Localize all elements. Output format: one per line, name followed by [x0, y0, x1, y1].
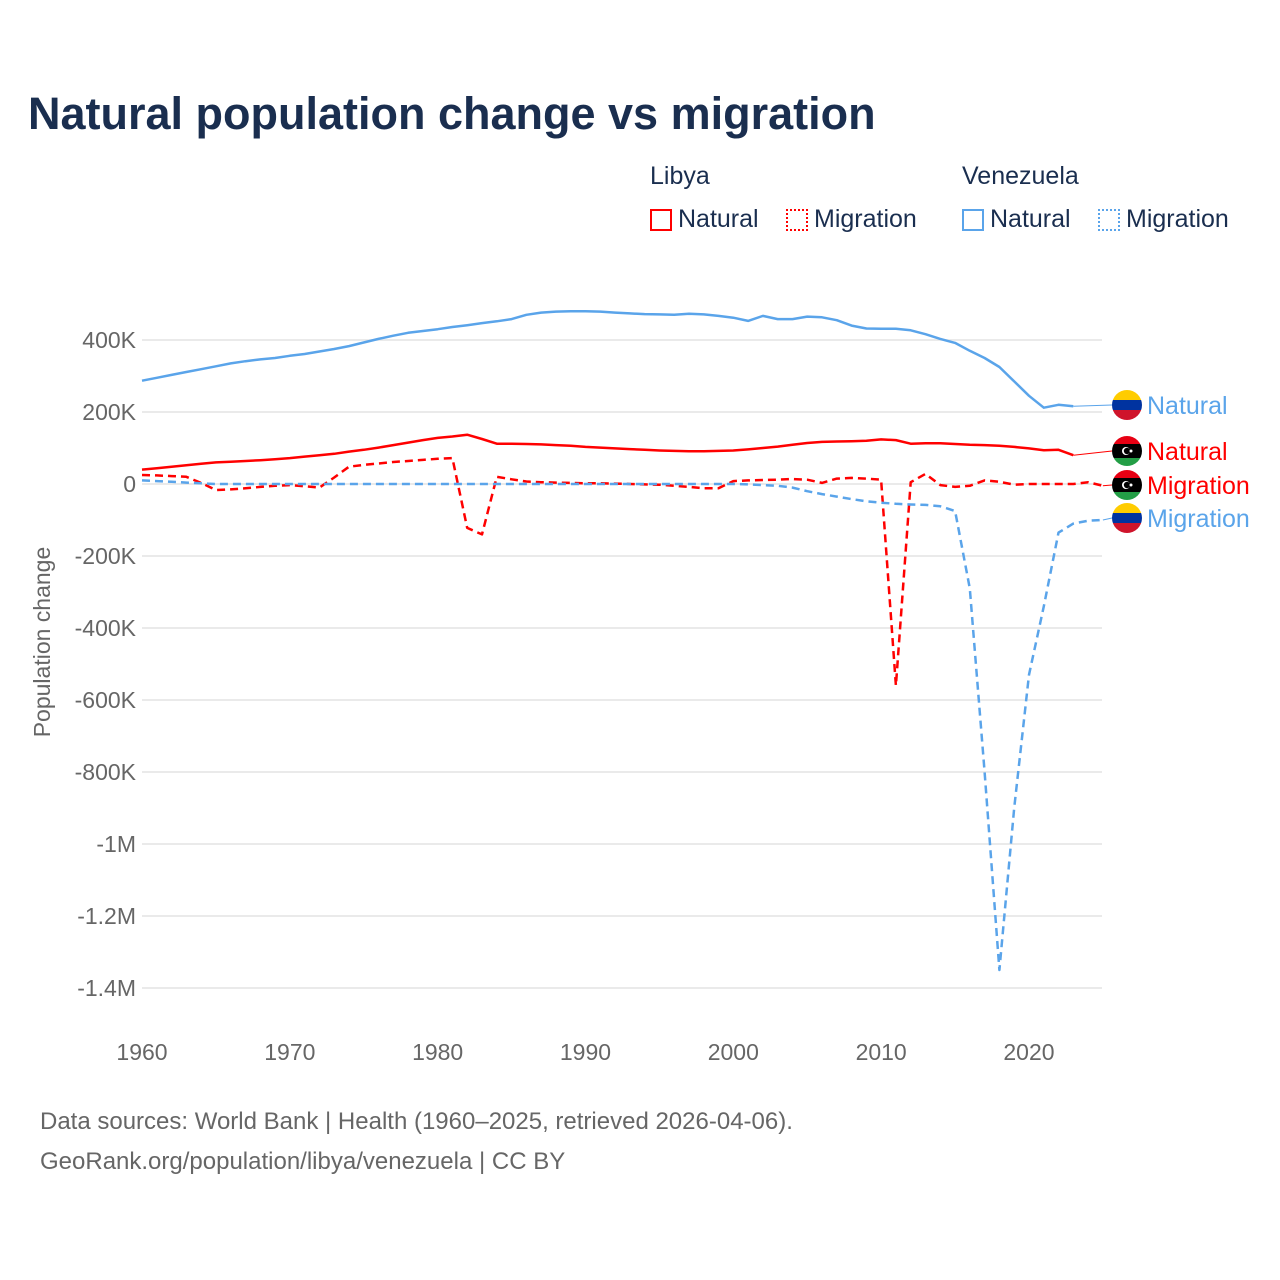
y-tick-label: -600K [75, 687, 137, 713]
legend-label: Natural [990, 205, 1071, 233]
y-tick-label: -800K [75, 759, 137, 785]
legend-venezuela-migration[interactable]: Migration [1098, 205, 1229, 234]
y-tick-label: -1.4M [77, 975, 136, 1001]
x-tick-label: 1960 [116, 1039, 167, 1065]
series-line-libya-migration [141, 456, 1104, 687]
legend-swatch-solid-icon [650, 208, 672, 231]
label-connector [1102, 484, 1113, 487]
y-tick-label: -400K [75, 615, 137, 641]
label-connector [1102, 517, 1113, 521]
x-tick-label: 1970 [264, 1039, 315, 1065]
x-tick-label: 2020 [1003, 1039, 1054, 1065]
x-tick-label: 2010 [856, 1039, 907, 1065]
y-tick-label: 200K [82, 399, 136, 425]
legend-label: Natural [678, 205, 759, 233]
end-label-libya-natural: Natural [1147, 438, 1228, 466]
y-tick-label: 0 [123, 471, 136, 497]
y-axis-label: Population change [29, 547, 55, 738]
label-connector [1073, 404, 1113, 407]
x-tick-label: 1990 [560, 1039, 611, 1065]
end-label-venezuela-natural: Natural [1147, 392, 1228, 420]
legend-venezuela-natural[interactable]: Natural [962, 205, 1071, 234]
end-label-libya-migration: Migration [1147, 472, 1250, 500]
legend-label: Migration [814, 205, 917, 233]
legend-swatch-dotted-icon [1098, 208, 1120, 231]
libya-flag-icon [1112, 436, 1142, 466]
series-line-venezuela-migration [141, 479, 1103, 972]
x-tick-label: 2000 [708, 1039, 759, 1065]
footer-attribution[interactable]: GeoRank.org/population/libya/venezuela |… [40, 1148, 566, 1175]
venezuela-flag-icon [1112, 503, 1142, 533]
end-label-venezuela-migration: Migration [1147, 505, 1250, 533]
legend-swatch-dotted-icon [786, 208, 808, 231]
line-chart: 400K 200K 0 -200K -400K -600K -800K -1M -1.2M -1.… [29, 309, 1250, 1065]
footer-sources: Data sources: World Bank | Health (1960–… [40, 1108, 793, 1135]
legend-group-venezuela: Venezuela [962, 162, 1079, 190]
series-line-venezuela-natural [141, 309, 1074, 409]
libya-flag-icon [1112, 470, 1142, 500]
legend-libya-natural[interactable]: Natural [650, 205, 759, 234]
label-connector [1073, 450, 1113, 456]
legend-swatch-solid-icon [962, 208, 984, 231]
y-tick-label: -1.2M [77, 903, 136, 929]
legend-libya-migration[interactable]: Migration [786, 205, 917, 234]
venezuela-flag-icon [1112, 390, 1142, 420]
legend-group-libya: Libya [650, 162, 710, 190]
y-tick-label: -200K [75, 543, 137, 569]
x-tick-label: 1980 [412, 1039, 463, 1065]
legend-label: Migration [1126, 205, 1229, 233]
series-line-libya-natural [141, 433, 1074, 471]
y-tick-label: -1M [96, 831, 136, 857]
chart-title: Natural population change vs migration [28, 88, 876, 139]
y-tick-label: 400K [82, 327, 136, 353]
